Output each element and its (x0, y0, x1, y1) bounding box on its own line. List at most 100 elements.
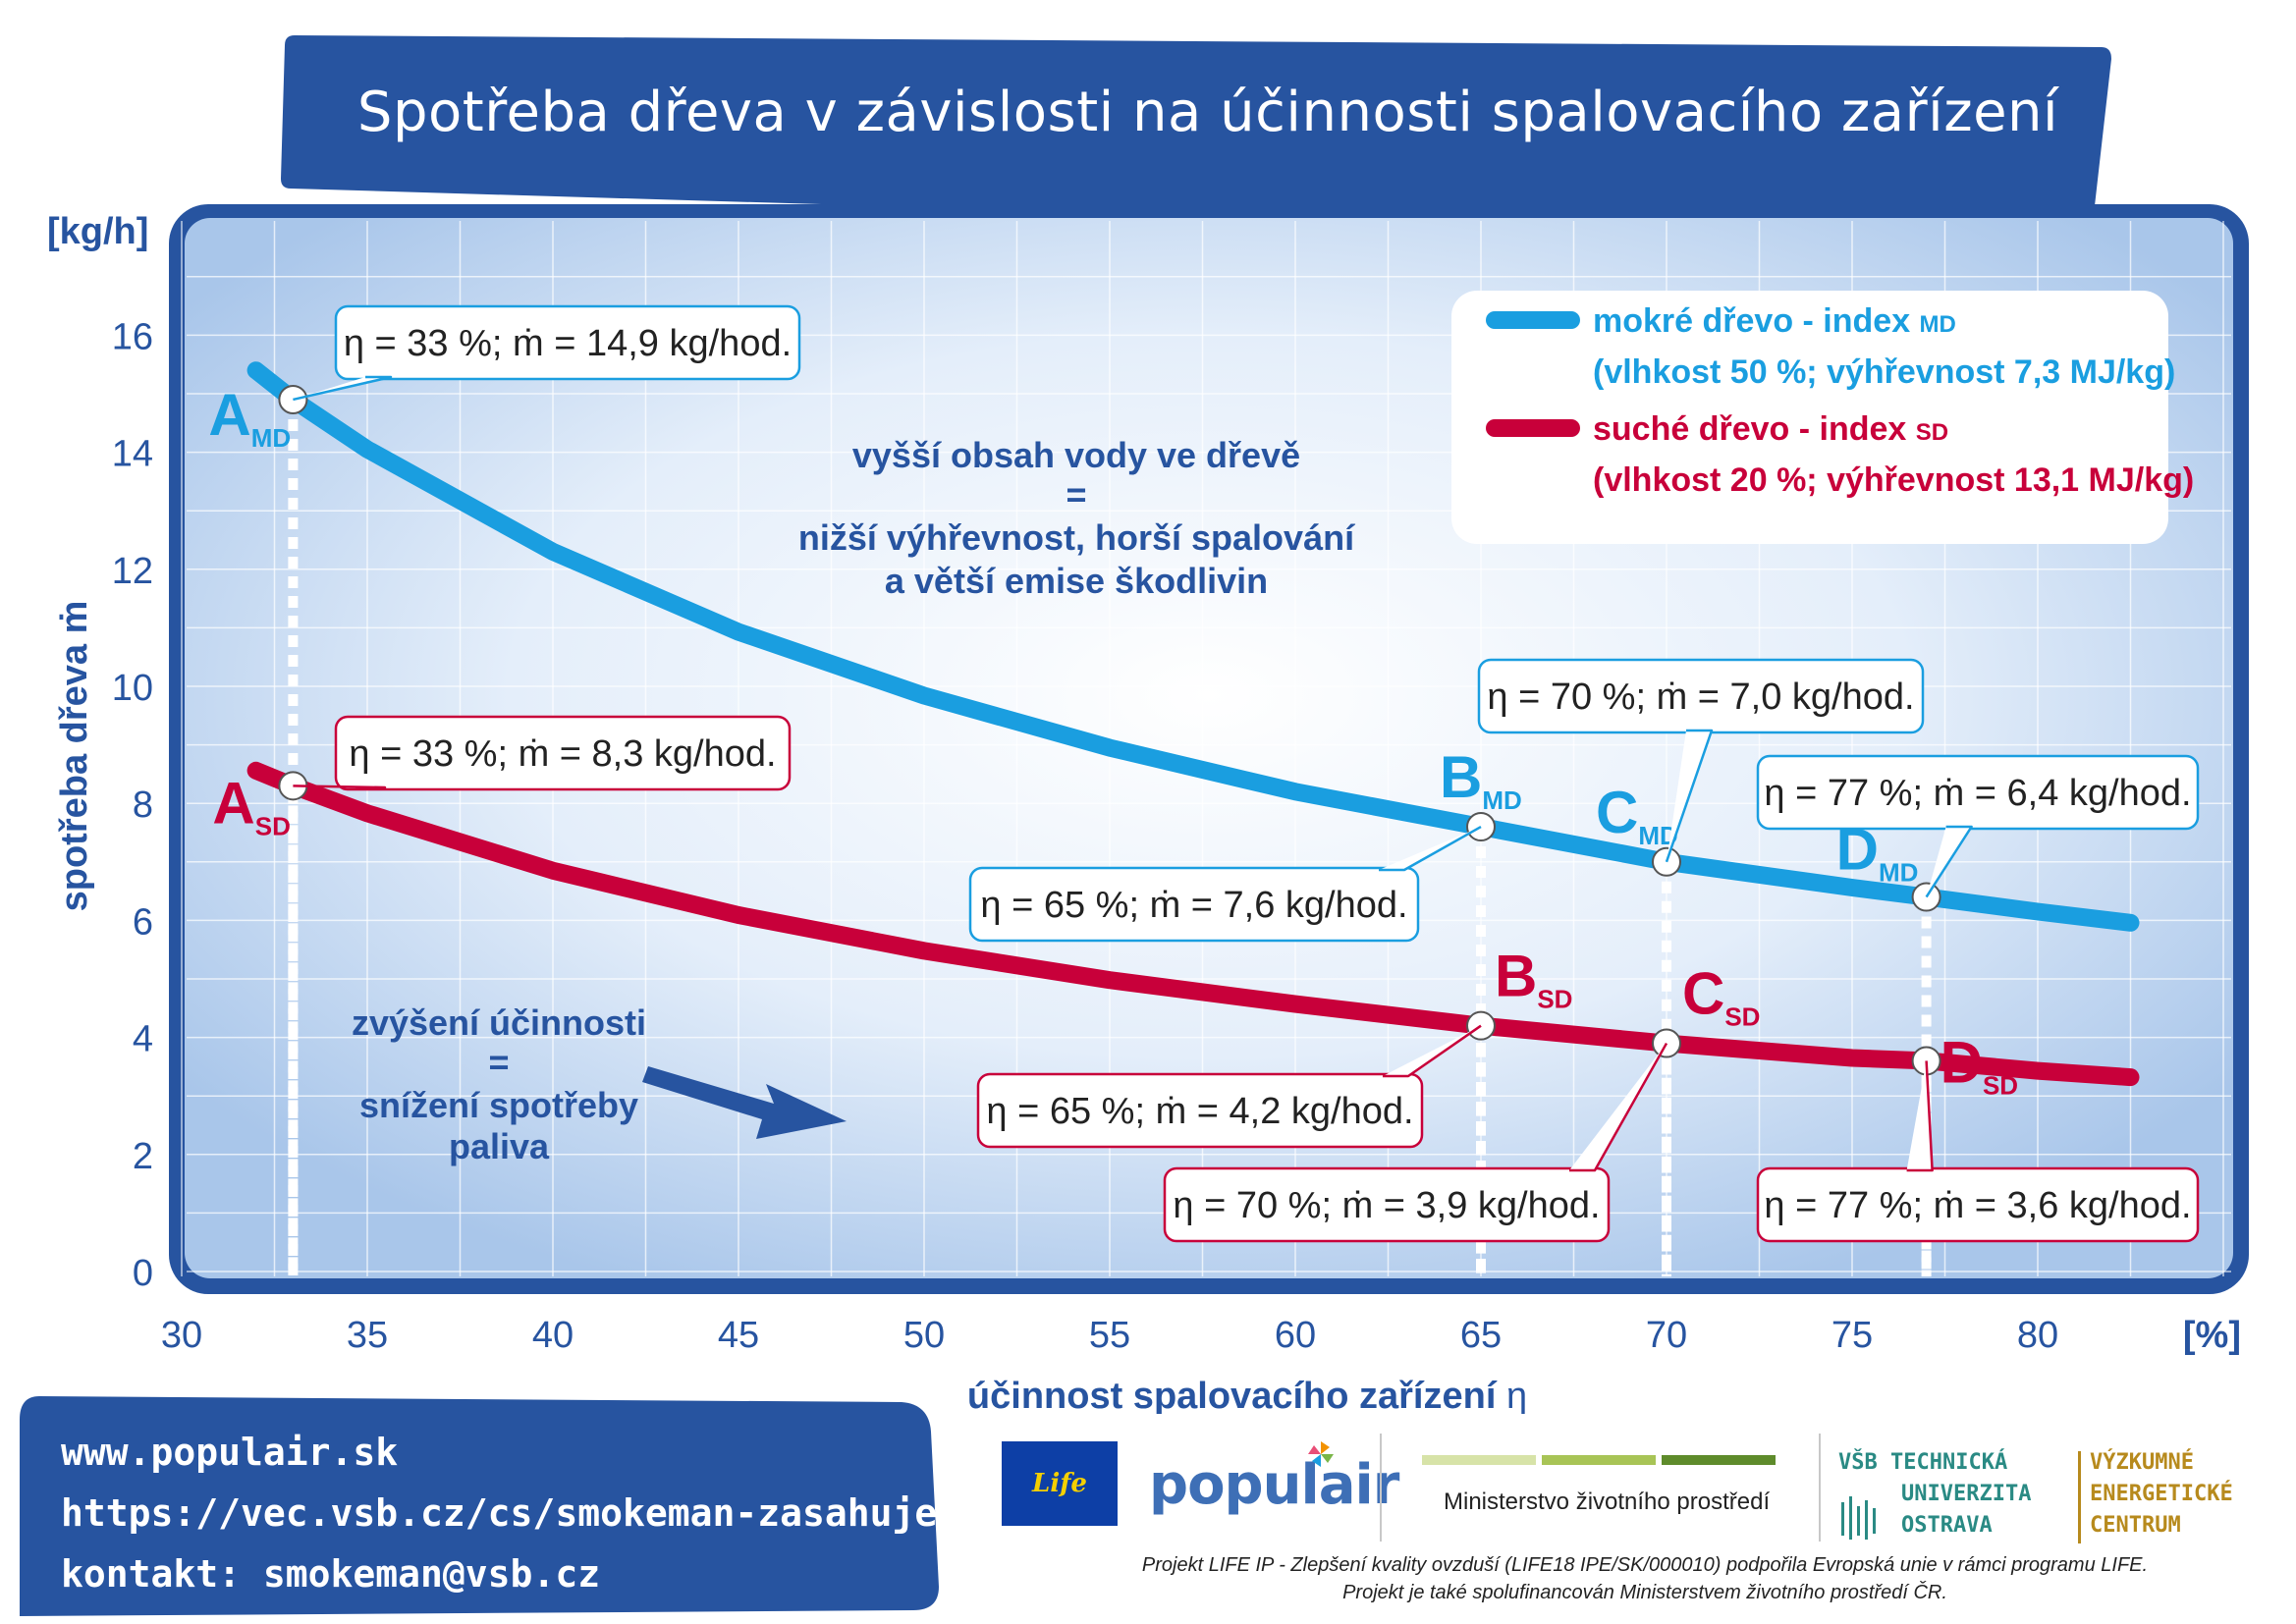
point-index: SD (1983, 1070, 2018, 1100)
callout-label: η = 70 %; ṁ = 7,0 kg/hod. (1487, 677, 1914, 718)
legend: mokré dřevo - index MD (vlhkost 50 %; výh… (1451, 291, 2194, 544)
link-vsb[interactable]: https://vec.vsb.cz/cs/smokeman-zasahuje/ (61, 1491, 960, 1535)
point-index: MD (1879, 858, 1918, 888)
ministry-bars (1422, 1455, 1776, 1465)
point-index: MD (1482, 785, 1521, 815)
vyz-divider (2078, 1451, 2081, 1543)
x-tick-label: 60 (1275, 1315, 1316, 1356)
vsb-line: OSTRAVA (1901, 1513, 1993, 1538)
callout-label: η = 70 %; ṁ = 3,9 kg/hod. (1173, 1185, 1600, 1226)
callout-box (976, 1072, 1424, 1149)
point-index: SD (1724, 1002, 1760, 1032)
callout-tail (1383, 1024, 1482, 1078)
y-tick-label: 10 (112, 668, 153, 709)
chart-title: Spotřeba dřeva v závislosti na účinnosti… (356, 81, 2059, 144)
point-index: MD (251, 423, 291, 453)
callout-tail (1569, 1042, 1668, 1172)
legend-box (1451, 291, 2168, 544)
point-index: SD (255, 811, 291, 840)
y-tick-label: 12 (112, 551, 153, 592)
x-tick-label: 40 (532, 1315, 574, 1356)
callouts: η = 33 %; ṁ = 14,9 kg/hod. η = 65 %; ṁ = … (293, 304, 2200, 1243)
callout-tail (1379, 825, 1482, 872)
callout-label: η = 33 %; ṁ = 14,9 kg/hod. (344, 323, 792, 364)
annotation-text: nižší výhřevnost, horší spalování (798, 517, 1355, 558)
link-populair[interactable]: www.populair.sk (61, 1431, 399, 1474)
pinwheel-icon (1308, 1441, 1334, 1467)
x-unit-label: [%] (2183, 1315, 2241, 1356)
point-index: SD (1537, 985, 1572, 1014)
axes: 30 35 40 45 50 55 60 65 70 75 80 0 2 4 6 8 10 12 14 16 [%] [k… (47, 211, 2241, 1414)
legend-series-detail: (vlhkost 20 %; výhřevnost 13,1 MJ/kg) (1593, 461, 2194, 499)
legend-index: MD (1920, 311, 1956, 338)
annotation-text: a větší emise škodlivin (885, 561, 1268, 601)
legend-series-name: suché dřevo - index SD (1593, 410, 1948, 448)
callout-box (1756, 754, 2200, 831)
callout-label: η = 77 %; ṁ = 6,4 kg/hod. (1764, 773, 2191, 814)
vyz-line: ENERGETICKÉ (2090, 1482, 2233, 1506)
annotation-text: = (488, 1042, 509, 1082)
callout-tail (293, 785, 387, 789)
y-tick-label: 8 (133, 785, 153, 826)
x-tick-label: 75 (1831, 1315, 1873, 1356)
x-tick-label: 70 (1646, 1315, 1687, 1356)
vyzkumne-logo: VÝZKUMNÉ ENERGETICKÉ CENTRUM (2090, 1447, 2233, 1542)
legend-index: SD (1916, 419, 1948, 446)
x-tick-label: 65 (1460, 1315, 1502, 1356)
callout-tail (1665, 729, 1714, 863)
y-tick-label: 4 (133, 1019, 153, 1060)
callout-box (1163, 1166, 1611, 1243)
x-tick-label: 50 (903, 1315, 945, 1356)
life-text: Life (1032, 1469, 1087, 1498)
funding-note: Projekt LIFE IP - Zlepšení kvality ovzdu… (1021, 1551, 2269, 1606)
vsb-logo: VŠB TECHNICKÁ UNIVERZITA OSTRAVA (1838, 1447, 2031, 1542)
vsb-line: UNIVERZITA (1901, 1482, 2032, 1506)
callout-tail (1925, 825, 1973, 898)
y-tick-label: 6 (133, 901, 153, 943)
x-tick-label: 30 (161, 1315, 202, 1356)
y-tick-label: 2 (133, 1136, 153, 1177)
populair-logo: populair (1149, 1453, 1399, 1517)
x-axis-symbol: η (1506, 1376, 1527, 1414)
callout-tail (293, 375, 393, 402)
y-unit-label: [kg/h] (47, 211, 148, 252)
y-axis-label: spotřeba dřeva ṁ (54, 601, 95, 912)
annotations: vyšší obsah vody ve dřevě=nižší výhřevno… (352, 435, 1355, 1166)
annotation-text: paliva (449, 1126, 550, 1166)
y-tick-label: 0 (133, 1253, 153, 1294)
x-tick-label: 80 (2017, 1315, 2058, 1356)
logo-divider (1819, 1434, 1821, 1542)
x-axis-label: účinnost spalovacího zařízení η (967, 1376, 1527, 1414)
ministry-logo: Ministerstvo životního prostředí (1444, 1489, 1771, 1515)
x-tick-label: 55 (1089, 1315, 1130, 1356)
eu-life-logo: Life (1002, 1441, 1118, 1526)
x-tick-label: 45 (718, 1315, 759, 1356)
x-tick-label: 35 (347, 1315, 388, 1356)
legend-series-name: mokré dřevo - index MD (1593, 302, 1956, 340)
callout-label: η = 33 %; ṁ = 8,3 kg/hod. (349, 733, 776, 775)
annotation-text: = (1066, 474, 1086, 514)
note-line: Projekt je také spolufinancován Minister… (1342, 1582, 1947, 1603)
vsb-logo-mark (1841, 1496, 1876, 1540)
annotation-text: snížení spotřeby (359, 1085, 638, 1125)
vsb-line: VŠB TECHNICKÁ (1838, 1450, 2008, 1475)
arrow-icon (642, 1066, 847, 1139)
callout-box (968, 866, 1420, 943)
y-tick-label: 14 (112, 434, 153, 475)
callout-label: η = 65 %; ṁ = 4,2 kg/hod. (986, 1091, 1413, 1132)
logo-divider (1380, 1434, 1382, 1542)
callout-box (1756, 1166, 2200, 1243)
y-tick-label: 16 (112, 316, 153, 357)
callout-tail (1906, 1060, 1934, 1172)
note-line: Projekt LIFE IP - Zlepšení kvality ovzdu… (1141, 1554, 2149, 1576)
title-banner (281, 35, 2111, 242)
legend-series-detail: (vlhkost 50 %; výhřevnost 7,3 MJ/kg) (1593, 353, 2175, 391)
callout-label: η = 77 %; ṁ = 3,6 kg/hod. (1764, 1185, 2191, 1226)
link-contact[interactable]: kontakt: smokeman@vsb.cz (61, 1552, 601, 1596)
annotation-text: zvýšení účinnosti (352, 1002, 646, 1043)
callout-box (334, 304, 801, 381)
callout-box (334, 715, 792, 791)
vyz-line: CENTRUM (2090, 1513, 2181, 1538)
annotation-text: vyšší obsah vody ve dřevě (852, 435, 1300, 475)
